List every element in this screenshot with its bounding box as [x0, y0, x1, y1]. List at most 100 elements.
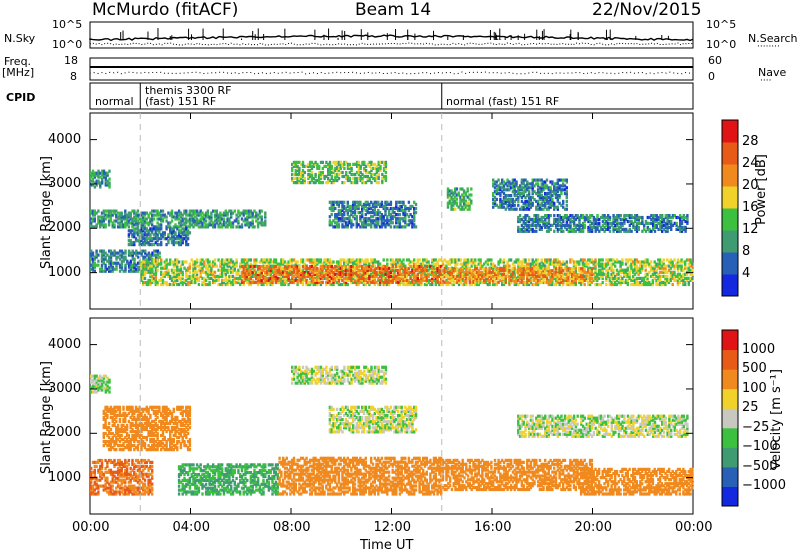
data-cell — [303, 170, 306, 175]
data-cell — [156, 221, 159, 225]
data-cell — [237, 211, 240, 215]
data-cell — [244, 219, 247, 223]
data-cell — [183, 217, 186, 221]
data-cell — [222, 221, 226, 225]
data-cell — [99, 249, 102, 253]
data-cell — [142, 282, 145, 287]
data-cell — [136, 251, 140, 255]
data-cell — [107, 221, 111, 225]
data-cell — [104, 255, 107, 259]
data-cell — [264, 211, 267, 215]
data-cell — [113, 249, 116, 253]
data-cell — [113, 253, 116, 257]
data-cell — [97, 221, 100, 225]
data-cell — [691, 272, 694, 276]
data-cell — [190, 215, 193, 219]
data-cell — [208, 221, 211, 225]
data-cell — [100, 253, 104, 257]
data-cell — [122, 269, 125, 273]
data-cell — [160, 243, 163, 247]
data-cell — [140, 213, 143, 217]
data-cell — [143, 239, 147, 243]
data-cell — [154, 270, 157, 274]
data-cell — [177, 235, 181, 239]
data-cell — [262, 221, 265, 225]
data-cell — [95, 171, 98, 175]
data-cell — [95, 255, 98, 259]
data-cell — [204, 223, 208, 227]
data-cell — [151, 223, 154, 227]
data-cell — [142, 260, 145, 264]
data-cell — [147, 231, 150, 235]
data-cell — [111, 209, 114, 213]
data-cell — [109, 259, 113, 263]
data-cell — [100, 259, 104, 263]
nave-series — [89, 71, 691, 75]
data-cell — [95, 225, 98, 229]
data-cell — [188, 211, 192, 215]
data-cell — [418, 258, 421, 262]
data-cell — [97, 263, 100, 267]
data-cell — [179, 221, 183, 225]
data-cell — [147, 266, 150, 270]
data-cell — [231, 225, 235, 229]
data-cell — [129, 265, 133, 269]
data-cell — [255, 215, 258, 219]
data-cell — [199, 217, 202, 221]
data-cell — [256, 225, 260, 229]
data-cell — [143, 213, 147, 217]
data-cell — [188, 221, 192, 225]
data-cell — [140, 274, 143, 278]
data-cell — [140, 251, 143, 255]
data-cell — [425, 268, 428, 273]
data-cell — [93, 181, 97, 185]
data-cell — [221, 225, 224, 229]
data-cell — [396, 265, 400, 269]
data-cell — [151, 260, 154, 264]
data-cell — [605, 282, 608, 287]
data-cell — [167, 239, 170, 243]
data-cell — [170, 213, 174, 217]
data-cell — [120, 261, 124, 265]
data-cell — [377, 181, 380, 185]
data-cell — [147, 260, 150, 264]
data-cell — [99, 223, 102, 227]
data-cell — [389, 274, 393, 278]
data-cell — [143, 221, 147, 225]
data-cell — [382, 258, 385, 262]
data-cell — [99, 171, 102, 175]
data-cell — [145, 253, 149, 257]
data-cell — [249, 221, 253, 225]
data-cell — [190, 217, 193, 221]
data-cell — [321, 170, 324, 175]
data-cell — [140, 229, 143, 233]
data-cell — [106, 253, 109, 257]
data-cell — [102, 175, 106, 179]
data-cell — [154, 272, 157, 276]
data-cell — [479, 258, 482, 262]
data-cell — [321, 181, 324, 185]
data-cell — [330, 213, 333, 217]
data-cell — [156, 243, 159, 247]
data-cell — [172, 237, 175, 241]
data-cell — [332, 260, 335, 264]
data-cell — [145, 260, 148, 264]
data-cell — [177, 233, 181, 237]
data-cell — [391, 221, 394, 225]
data-cell — [145, 227, 148, 231]
data-cell — [127, 243, 131, 247]
data-cell — [314, 172, 317, 177]
data-cell — [122, 255, 125, 259]
data-cell — [190, 209, 193, 213]
data-cell — [111, 221, 114, 225]
data-cell — [131, 241, 134, 245]
data-cell — [129, 239, 132, 243]
data-cell — [113, 225, 116, 229]
data-cell — [177, 213, 181, 217]
data-cell — [136, 227, 140, 231]
data-cell — [251, 221, 254, 225]
data-cell — [384, 272, 387, 276]
data-cell — [102, 249, 105, 253]
data-cell — [160, 235, 163, 239]
data-cell — [172, 215, 175, 219]
